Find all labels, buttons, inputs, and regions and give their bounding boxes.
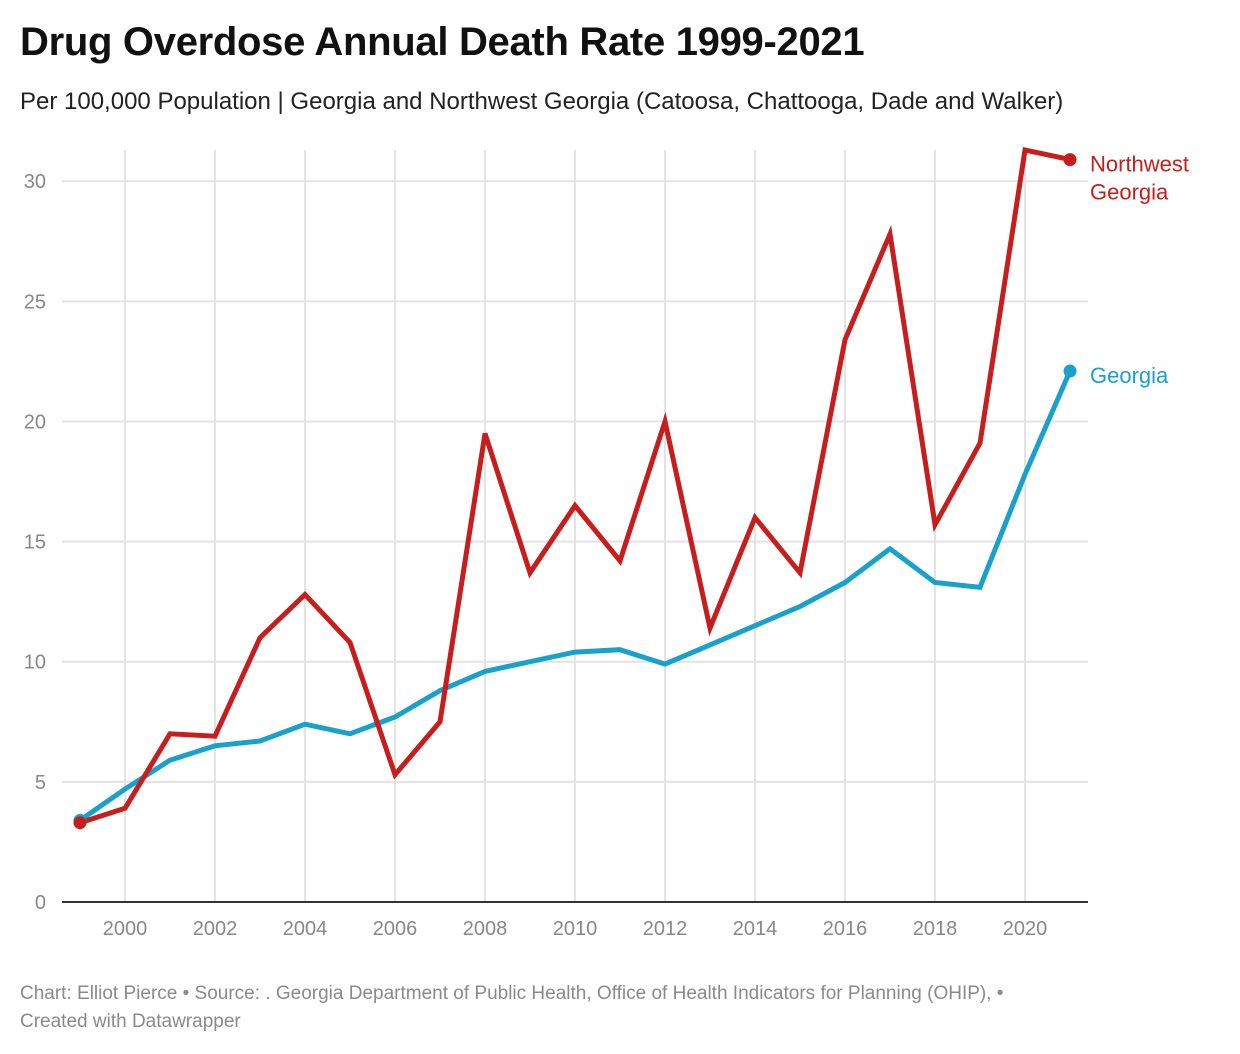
- x-tick-label: 2018: [913, 918, 958, 940]
- x-tick-label: 2004: [283, 918, 328, 940]
- chart-title: Drug Overdose Annual Death Rate 1999-202…: [20, 20, 865, 64]
- footer-credit-line: Chart: Elliot Pierce • Source: . Georgia…: [20, 983, 1004, 1004]
- y-tick-label: 5: [35, 772, 46, 794]
- series-line-northwest-georgia: [79, 147, 1071, 826]
- chart-subtitle: Per 100,000 Population | Georgia and Nor…: [20, 88, 1064, 115]
- series-label-georgia: Georgia: [1090, 363, 1169, 388]
- series-labels: Northwest Georgia Georgia: [1090, 152, 1189, 388]
- x-tick-label: 2010: [553, 918, 598, 940]
- series-point-northwest-georgia: [73, 816, 87, 830]
- series-point-northwest-georgia: [1063, 153, 1077, 167]
- series-lines: [73, 147, 1077, 830]
- x-tick-label: 2020: [1003, 918, 1048, 940]
- x-tick-label: 2002: [193, 918, 238, 940]
- x-tick-label: 2016: [823, 918, 868, 940]
- y-tick-label: 30: [24, 171, 46, 193]
- chart-footer: Chart: Elliot Pierce • Source: . Georgia…: [20, 980, 1200, 1036]
- x-tick-label: 2000: [103, 918, 148, 940]
- y-tick-label: 15: [24, 532, 46, 554]
- series-label-northwest-georgia: Northwest Georgia: [1090, 152, 1189, 205]
- line-chart: 0 5 10 15 20 25 30 2000 2002 2004 2006 2008 2010 2012…: [24, 147, 1189, 940]
- footer-created-with: Created with Datawrapper: [20, 1011, 241, 1032]
- y-tick-label: 20: [24, 411, 46, 433]
- series-line-georgia: [78, 370, 1073, 823]
- series-point-georgia: [1063, 364, 1077, 378]
- y-tick-label: 25: [24, 291, 46, 313]
- x-tick-label: 2012: [643, 918, 688, 940]
- axes: 0 5 10 15 20 25 30 2000 2002 2004 2006 2008 2010 2012…: [24, 171, 1088, 940]
- x-tick-label: 2008: [463, 918, 508, 940]
- x-tick-label: 2006: [373, 918, 418, 940]
- x-tick-label: 2014: [733, 918, 778, 940]
- y-tick-label: 0: [35, 892, 46, 914]
- grid-lines: [62, 150, 1088, 902]
- y-tick-label: 10: [24, 652, 46, 674]
